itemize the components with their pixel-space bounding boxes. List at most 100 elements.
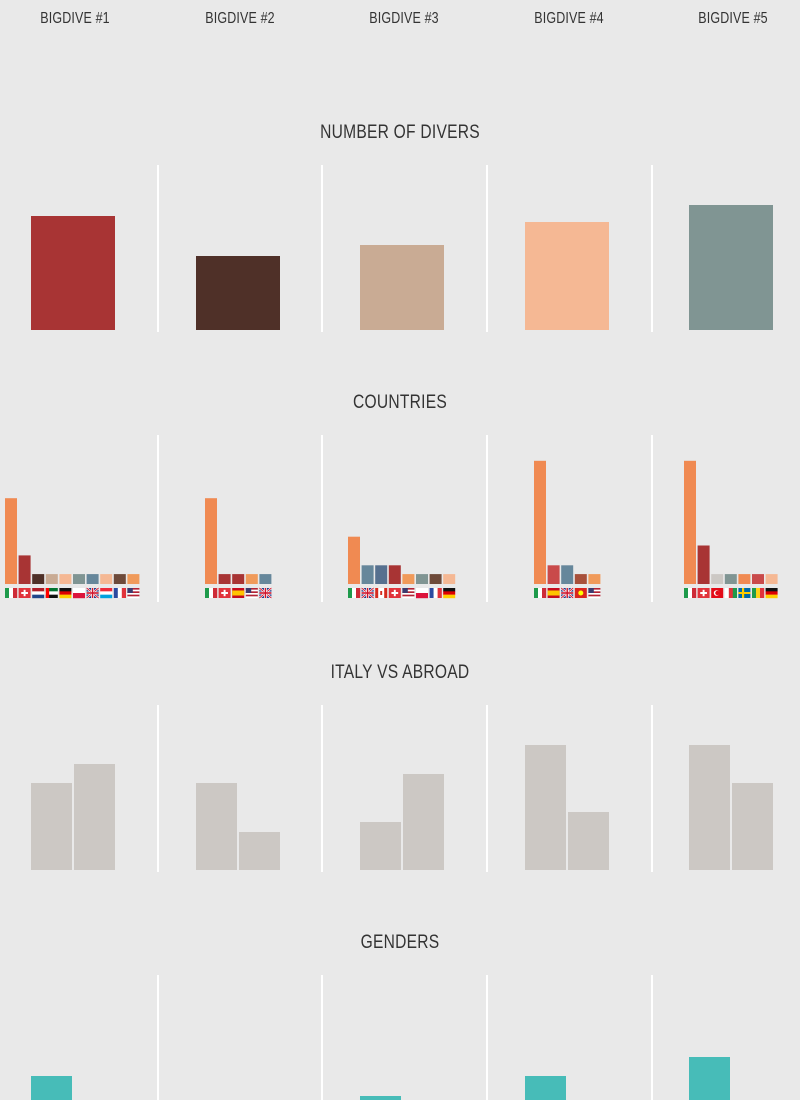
section-title-divers: NUMBER OF DIVERS	[320, 122, 480, 143]
country-bar-1-8	[100, 574, 113, 584]
flag-es-icon	[232, 588, 245, 598]
flag-it-icon	[348, 588, 361, 598]
country-bar-5-3	[711, 574, 724, 584]
country-bar-1-4	[45, 574, 58, 584]
country-bar-2-4	[245, 574, 258, 584]
genders-bar-5	[689, 1057, 730, 1100]
flag-de-icon	[59, 588, 72, 599]
flag-tr-icon	[711, 588, 724, 598]
italy-abroad-bar-3-1	[360, 822, 401, 870]
panel-divider-4-2	[321, 975, 323, 1100]
flag-de-icon	[443, 588, 456, 599]
country-bar-3-3	[375, 565, 388, 584]
panel-divider-2-1	[157, 435, 159, 602]
flag-uk-icon	[360, 587, 375, 599]
flag-ch-icon	[697, 588, 710, 598]
flag-ae-icon	[45, 588, 58, 598]
panel-divider-4-1	[157, 975, 159, 1100]
flag-de-icon	[765, 588, 778, 599]
country-bar-1-3	[32, 574, 45, 584]
divers-bar-1	[31, 216, 115, 330]
country-bar-5-7	[765, 574, 778, 584]
italy-abroad-bar-2-1	[196, 783, 237, 870]
divers-bar-2	[196, 256, 280, 330]
section-title-italy-abroad: ITALY VS ABROAD	[330, 662, 470, 683]
country-bar-2-2	[218, 574, 231, 584]
country-bar-1-7	[86, 574, 99, 584]
country-bar-3-4	[388, 565, 401, 584]
italy-abroad-bar-2-2	[239, 832, 280, 870]
italy-abroad-bar-1-2	[74, 764, 115, 870]
flag-fr-icon	[429, 588, 442, 598]
edition-label-4: BIGDIVE #4	[534, 10, 604, 27]
flag-sn-icon	[752, 588, 765, 598]
edition-label-5: BIGDIVE #5	[698, 10, 768, 27]
flag-it-icon	[205, 588, 218, 598]
panel-divider-4-3	[486, 975, 488, 1100]
country-bar-1-10	[127, 574, 140, 584]
flag-it-icon	[5, 588, 18, 598]
flag-uk-icon	[560, 587, 574, 599]
divers-bar-5	[689, 205, 773, 330]
italy-abroad-bar-4-2	[568, 812, 609, 870]
country-bar-1-9	[113, 574, 126, 584]
flag-uk-icon	[85, 587, 100, 599]
flag-lu-icon	[100, 588, 113, 599]
flag-it-icon	[534, 588, 547, 598]
panel-divider-1-4	[651, 165, 653, 332]
flag-it-icon	[684, 588, 697, 598]
flag-es-icon	[547, 588, 560, 598]
panel-divider-2-4	[651, 435, 653, 602]
flag-us-icon	[588, 588, 601, 599]
country-bar-1-1	[5, 498, 17, 584]
section-title-genders: GENDERS	[360, 932, 440, 953]
country-bar-2-5	[259, 574, 272, 584]
flag-se-icon	[738, 588, 751, 598]
flag-pl-icon	[73, 588, 85, 599]
country-bar-5-1	[684, 460, 696, 584]
panel-divider-3-1	[157, 705, 159, 872]
country-bar-2-1	[205, 498, 217, 584]
panel-divider-1-2	[321, 165, 323, 332]
flag-uk-icon	[258, 587, 273, 599]
flag-ch-icon	[18, 588, 31, 598]
country-bar-4-5	[588, 574, 601, 584]
flag-ca-icon	[375, 588, 388, 598]
country-bar-3-7	[429, 574, 442, 584]
country-bar-5-2	[697, 545, 710, 584]
country-bar-3-6	[416, 574, 428, 584]
genders-bar-1	[31, 1076, 72, 1100]
flag-us-icon	[245, 588, 258, 599]
divers-bar-4	[525, 222, 609, 330]
panel-divider-3-2	[321, 705, 323, 872]
country-bar-1-5	[59, 574, 72, 584]
country-bar-5-4	[724, 574, 737, 584]
panel-divider-1-1	[157, 165, 159, 332]
panel-divider-2-2	[321, 435, 323, 602]
country-bar-3-2	[361, 565, 374, 584]
country-bar-4-1	[534, 460, 546, 584]
flag-fr-icon	[113, 588, 126, 598]
section-title-countries: COUNTRIES	[353, 392, 447, 413]
edition-label-3: BIGDIVE #3	[369, 10, 439, 27]
divers-bar-3	[360, 245, 444, 330]
country-bar-1-6	[73, 574, 85, 584]
flag-vn-icon	[574, 588, 587, 598]
italy-abroad-bar-5-2	[732, 783, 773, 870]
genders-bar-3	[360, 1096, 401, 1100]
flag-pl-icon	[416, 588, 428, 599]
flag-ch-icon	[388, 588, 401, 598]
country-bar-2-3	[232, 574, 245, 584]
flag-ch-icon	[218, 588, 231, 598]
flag-nl-icon	[32, 588, 45, 599]
genders-bar-4	[525, 1076, 566, 1100]
italy-abroad-bar-1-1	[31, 783, 72, 870]
flag-mg-icon	[724, 588, 737, 598]
country-bar-5-6	[752, 574, 764, 584]
edition-label-1: BIGDIVE #1	[40, 10, 110, 27]
italy-abroad-bar-4-1	[525, 745, 566, 870]
country-bar-3-5	[402, 574, 415, 584]
country-bar-4-3	[561, 565, 574, 584]
country-bar-4-2	[547, 565, 560, 584]
